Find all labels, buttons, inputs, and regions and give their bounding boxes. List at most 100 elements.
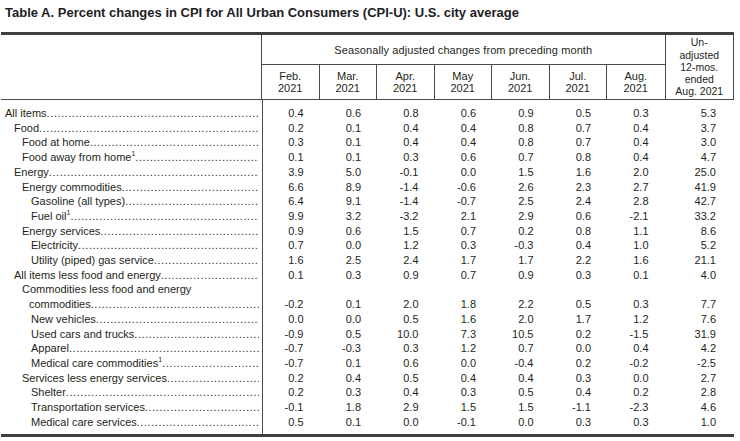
yoy-value-cell: 3.7	[665, 121, 735, 136]
leader-dots	[69, 341, 259, 356]
value-cell: 2.9	[377, 400, 435, 415]
table-header: Seasonally adjusted changes from precedi…	[1, 35, 734, 100]
row-label-cell: Medical care commodities1	[1, 356, 262, 371]
value-cell: 0.6	[320, 106, 378, 121]
value-cell: 0.5	[377, 312, 435, 327]
leader-dots	[134, 327, 259, 342]
row-label: Gasoline (all types)	[31, 194, 125, 209]
value-cell: 0.8	[550, 224, 608, 239]
row-label-line: Energy services	[1, 224, 259, 239]
table-row: Apparel-0.7-0.30.31.20.70.00.44.2	[1, 341, 734, 356]
value-cell: 0.4	[262, 106, 320, 121]
value-cell: 1.8	[435, 297, 493, 312]
column-header-may: May 2021	[435, 65, 493, 99]
yoy-value-cell: 8.6	[665, 224, 735, 239]
value-cell: -1.1	[550, 400, 608, 415]
row-label: commodities	[29, 297, 91, 312]
leader-dots	[137, 415, 259, 430]
row-label-line: Utility (piped) gas service	[1, 253, 259, 268]
row-label-line1: Commodities less food and energy	[1, 282, 259, 297]
row-label: Medical care commodities1	[31, 356, 162, 371]
value-cell: 0.1	[320, 135, 378, 150]
leader-dots	[78, 238, 259, 253]
row-label-line: Shelter	[1, 385, 259, 400]
value-cell: 0.3	[435, 385, 493, 400]
row-label-line: Apparel	[1, 341, 259, 356]
row-label-line: All items	[1, 106, 259, 121]
value-cell: 0.0	[377, 415, 435, 430]
yoy-value-cell: 2.7	[665, 371, 735, 386]
month-year: 2021	[624, 82, 648, 95]
value-cell: 0.3	[262, 135, 320, 150]
value-cell: 0.2	[550, 356, 608, 371]
value-cell: 1.2	[607, 312, 665, 327]
value-cell: 0.5	[550, 297, 608, 312]
month-year: 2021	[393, 82, 417, 95]
row-label-cell: Medical care services	[1, 415, 262, 430]
month-name: May	[452, 70, 473, 83]
value-cell: 0.3	[607, 297, 665, 312]
row-label-cell: Apparel	[1, 341, 262, 356]
value-cell: 0.6	[550, 209, 608, 224]
row-label-cell: Commodities less food and energycommodit…	[1, 282, 262, 311]
column-header-mar: Mar. 2021	[320, 65, 378, 99]
leader-dots	[66, 385, 259, 400]
value-cell: 0.4	[435, 121, 493, 136]
value-cell: -2.3	[607, 400, 665, 415]
month-name: Jun.	[510, 70, 531, 83]
value-cell: 0.2	[262, 371, 320, 386]
value-cell: 0.4	[607, 341, 665, 356]
value-cell: 0.5	[262, 415, 320, 430]
value-cell: 0.4	[377, 121, 435, 136]
column-header-aug: Aug. 2021	[607, 65, 665, 99]
month-name: Jul.	[569, 70, 586, 83]
value-cell: 0.5	[320, 327, 378, 342]
value-cell: -1.4	[377, 180, 435, 195]
table-row: Gasoline (all types)6.49.1-1.4-0.72.52.4…	[1, 194, 734, 209]
unadjusted-line: 12-mos.	[680, 61, 718, 73]
value-cell: 0.7	[492, 341, 550, 356]
value-cell: 0.4	[550, 385, 608, 400]
value-cell: 0.4	[492, 371, 550, 386]
row-label: Energy services	[22, 224, 100, 239]
leader-dots	[145, 400, 259, 415]
month-year: 2021	[566, 82, 590, 95]
month-year: 2021	[508, 82, 532, 95]
month-name: Apr.	[395, 70, 415, 83]
value-cell: 0.0	[435, 356, 493, 371]
value-cell: 0.6	[435, 106, 493, 121]
value-cell: -0.3	[492, 238, 550, 253]
value-cell: 3.9	[262, 165, 320, 180]
value-cell: 1.5	[492, 165, 550, 180]
value-cell: 0.0	[492, 415, 550, 430]
row-label: Fuel oil1	[31, 209, 70, 224]
value-cell: 2.4	[377, 253, 435, 268]
value-cell: 1.6	[435, 312, 493, 327]
yoy-value-cell: 31.9	[665, 327, 735, 342]
yoy-value-cell: 3.0	[665, 135, 735, 150]
yoy-value-cell: 4.6	[665, 400, 735, 415]
value-cell: 0.4	[550, 238, 608, 253]
value-cell: 0.7	[435, 224, 493, 239]
row-label: Apparel	[31, 341, 69, 356]
value-cell: 9.1	[320, 194, 378, 209]
value-cell: 0.8	[492, 135, 550, 150]
yoy-value-cell: -2.5	[665, 356, 735, 371]
row-label: Medical care services	[31, 415, 137, 430]
value-cell: 2.2	[492, 297, 550, 312]
yoy-value-cell: 4.0	[665, 268, 735, 283]
value-cell: 0.6	[377, 356, 435, 371]
value-cell: -0.1	[262, 400, 320, 415]
table-row: Food at home0.30.10.40.40.80.70.43.0	[1, 135, 734, 150]
row-label-cell: Energy commodities	[1, 180, 262, 195]
value-cell: -0.2	[607, 356, 665, 371]
value-cell: 1.5	[435, 400, 493, 415]
value-cell: -0.1	[435, 415, 493, 430]
value-cell: 2.9	[492, 209, 550, 224]
value-cell: -0.7	[262, 356, 320, 371]
stub-header	[1, 35, 262, 99]
value-cell: 0.6	[320, 224, 378, 239]
row-label: Electricity	[31, 238, 78, 253]
row-label-cell: Shelter	[1, 385, 262, 400]
yoy-value-cell: 7.7	[665, 297, 735, 312]
